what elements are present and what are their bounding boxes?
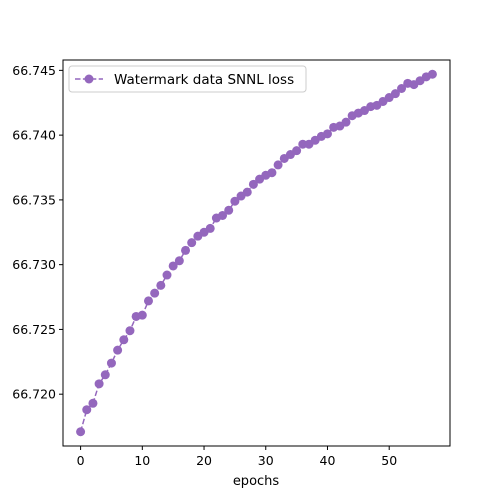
y-tick-label: 66.730	[12, 257, 56, 272]
data-point	[187, 238, 197, 248]
data-point	[224, 205, 234, 215]
data-point	[82, 405, 92, 415]
data-point	[230, 196, 240, 206]
data-point	[322, 129, 332, 139]
series-layer	[76, 69, 437, 437]
data-point	[94, 379, 104, 389]
data-point	[267, 168, 277, 178]
data-point	[137, 310, 147, 320]
data-point	[205, 223, 215, 233]
x-axis-label: epochs	[233, 474, 280, 489]
y-tick-label: 66.735	[12, 192, 56, 207]
data-point	[242, 187, 252, 197]
data-point	[341, 117, 351, 127]
data-point	[100, 370, 110, 380]
x-tick-label: 10	[134, 453, 150, 468]
data-point	[106, 358, 116, 368]
data-point	[298, 139, 308, 149]
x-tick-label: 0	[77, 453, 85, 468]
data-point	[397, 84, 407, 93]
data-point	[150, 288, 160, 298]
data-point	[156, 280, 166, 290]
data-point	[125, 326, 135, 336]
y-axis: 66.720 66.725 66.730 66.735 66.740 66.745	[12, 63, 63, 402]
data-point	[88, 398, 98, 408]
data-point	[292, 146, 302, 156]
y-tick-label: 66.720	[12, 387, 56, 402]
legend-box	[68, 65, 307, 93]
data-point	[273, 160, 283, 170]
data-point	[218, 210, 228, 220]
x-tick-label: 40	[320, 453, 336, 468]
x-axis: 0 10 20 30 40 50	[77, 446, 397, 468]
x-tick-label: 20	[196, 453, 212, 468]
series-line	[79, 73, 433, 432]
data-point	[119, 335, 129, 345]
legend: Watermark data SNNL loss	[68, 65, 307, 93]
data-point	[181, 245, 191, 255]
data-point	[248, 179, 258, 189]
data-point	[390, 89, 400, 99]
y-tick-label: 66.740	[12, 128, 56, 143]
data-point	[174, 256, 184, 266]
data-point	[76, 427, 86, 437]
plot-frame	[62, 59, 451, 447]
y-tick-label: 66.745	[12, 63, 56, 78]
data-point	[168, 261, 178, 271]
legend-label: Watermark data SNNL loss	[114, 72, 294, 88]
data-point	[143, 296, 153, 306]
data-point	[162, 270, 172, 280]
data-point	[113, 345, 123, 355]
legend-marker-sample	[84, 74, 94, 84]
x-tick-label: 30	[258, 453, 274, 468]
x-tick-label: 50	[381, 453, 397, 468]
y-tick-label: 66.725	[12, 322, 56, 337]
data-point	[427, 69, 437, 79]
plot-area	[62, 59, 451, 447]
